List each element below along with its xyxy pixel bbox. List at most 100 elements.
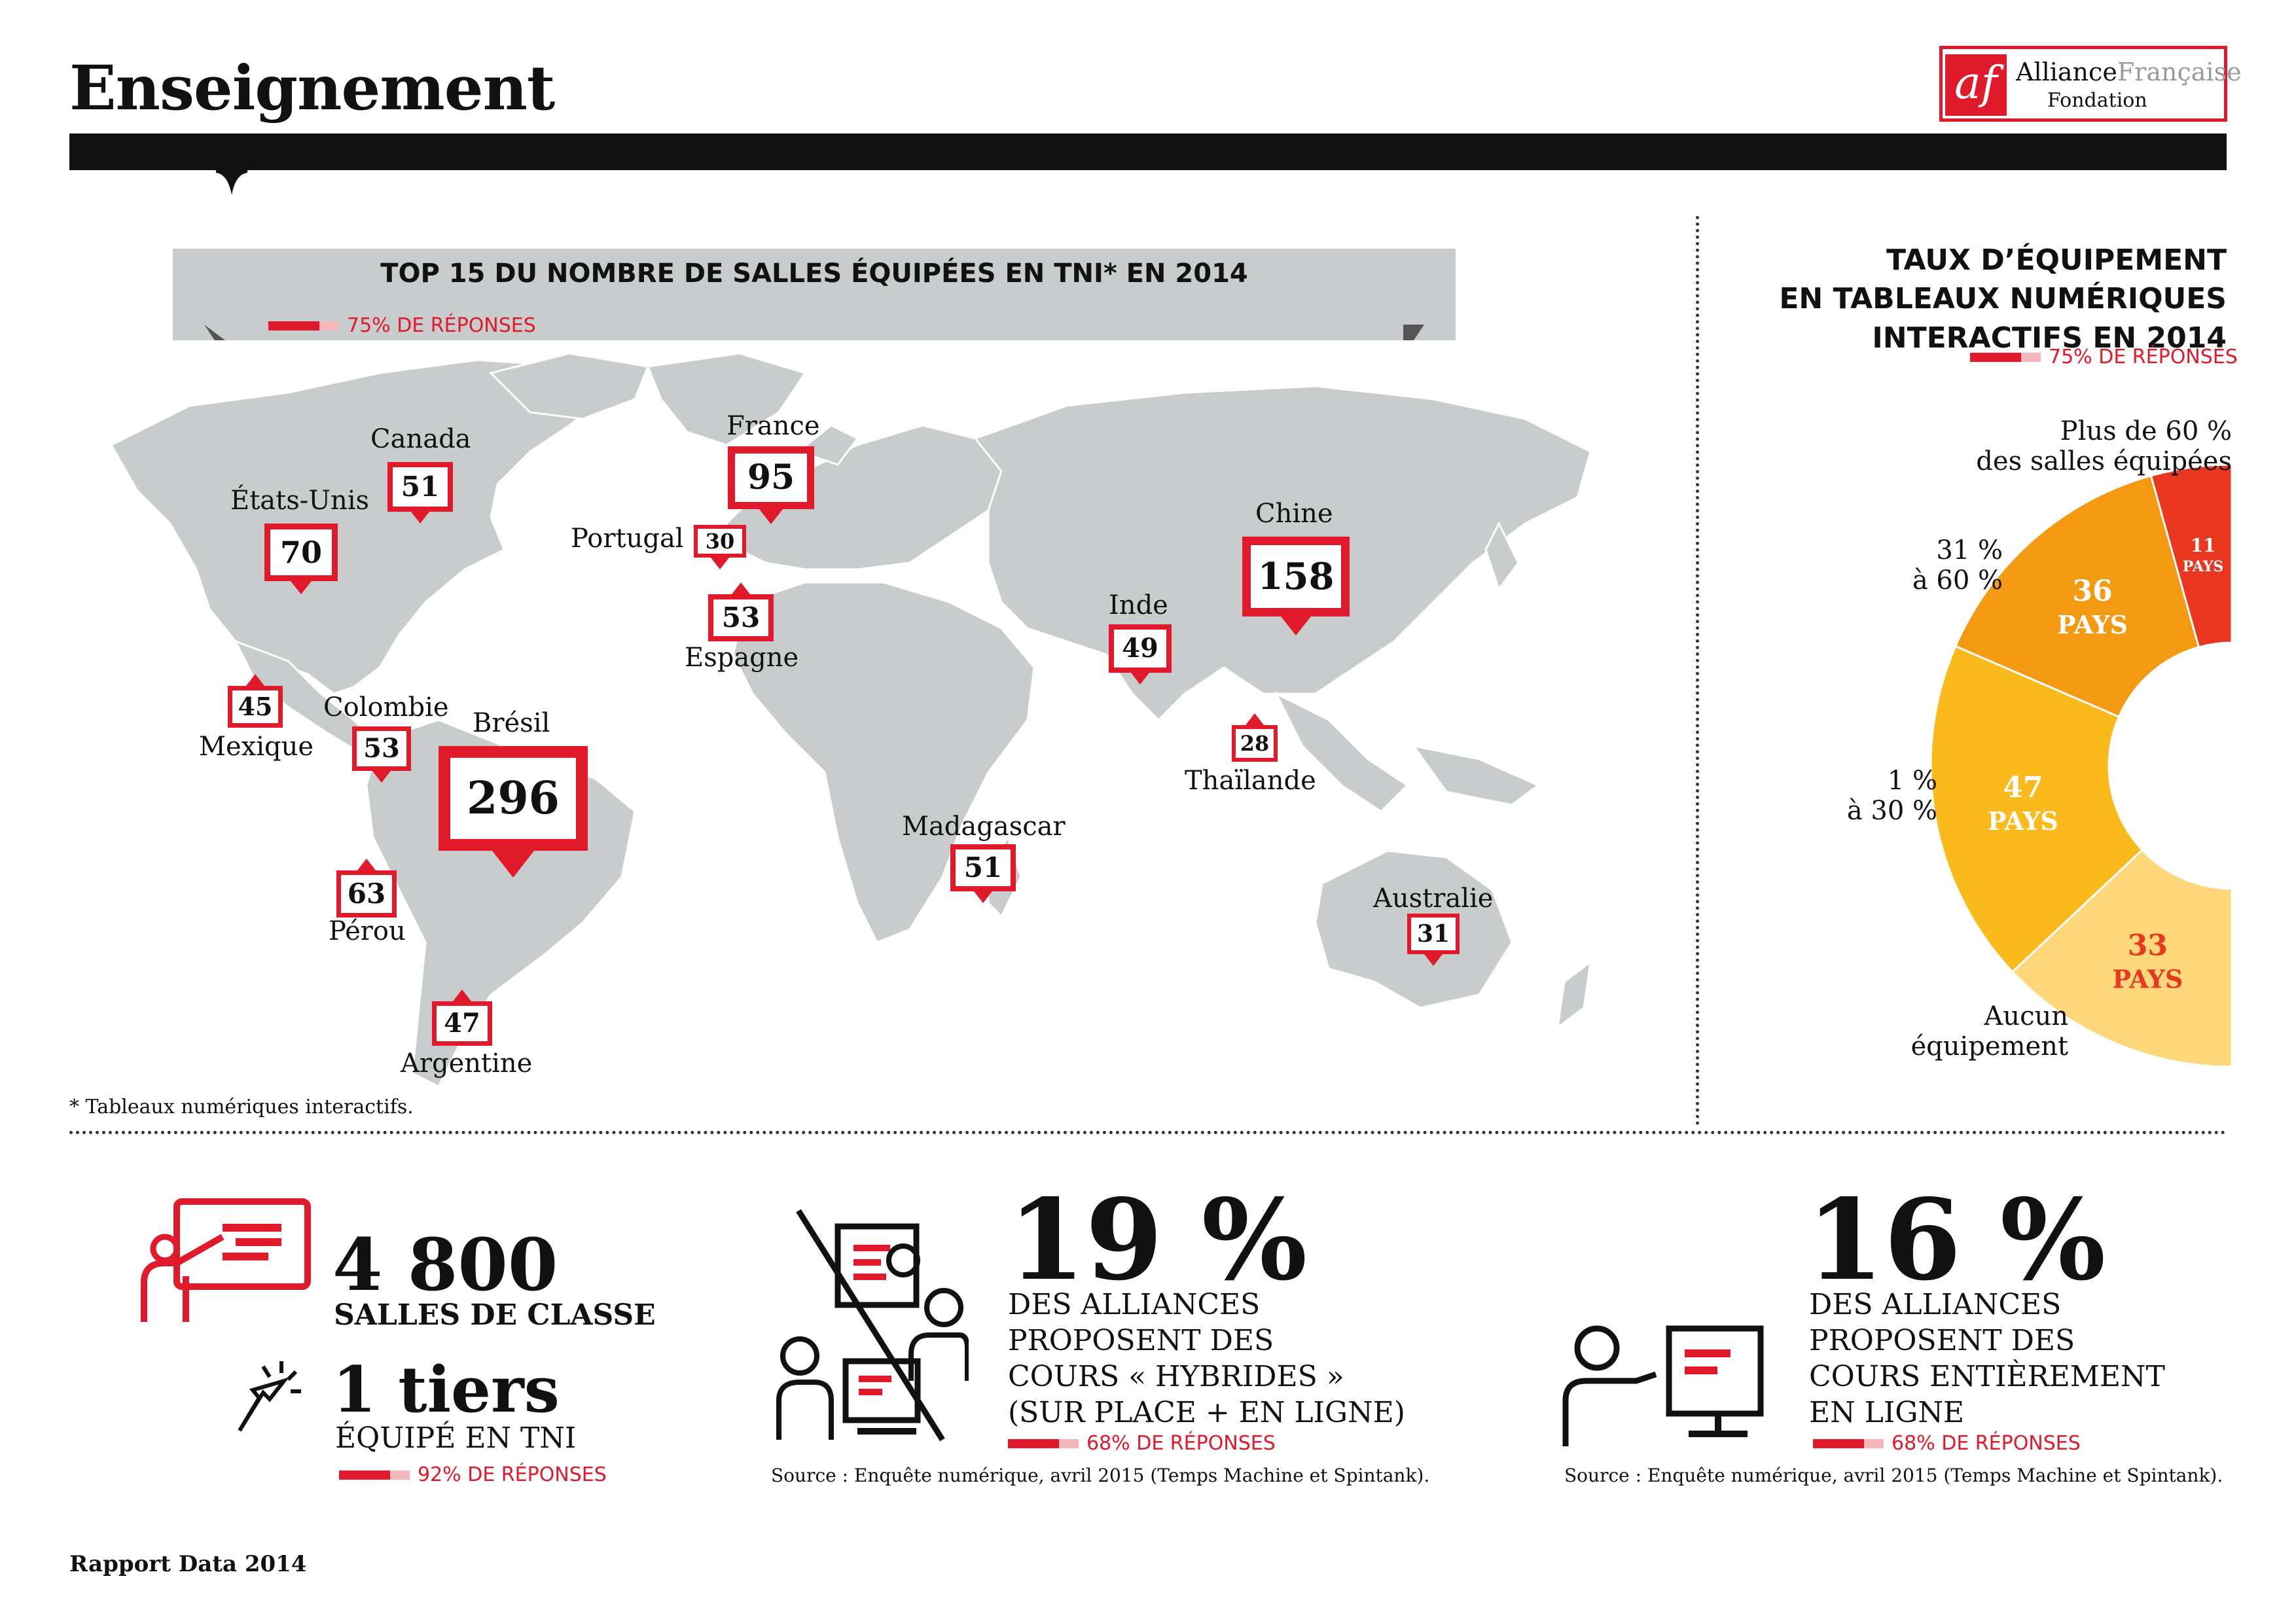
classrooms-label: SALLES DE CLASSE xyxy=(334,1298,656,1332)
segment-label-plus-60-line-1: Plus de 60 % xyxy=(2060,416,2232,446)
country-label-inde: Inde xyxy=(1109,590,1168,620)
country-label-chine: Chine xyxy=(1255,499,1333,529)
africa-shape xyxy=(732,581,1035,944)
marker-pointer-icon xyxy=(711,558,729,569)
segment-label-31-60: 31 % à 60 % xyxy=(1885,535,2003,596)
donut-unit-3: PAYS xyxy=(2112,964,2183,993)
alliance-francaise-logo: af AllianceFrançaise Fondation xyxy=(1939,46,2242,122)
marker-pointer-icon xyxy=(453,989,471,1001)
marker-value-portugal: 30 xyxy=(705,529,735,554)
donut-value-2: 47 xyxy=(2003,771,2043,804)
responses-bar xyxy=(268,321,339,330)
country-label-mexique: Mexique xyxy=(199,732,314,762)
hybrid-responses: 68% DE RÉPONSES xyxy=(1008,1432,1276,1455)
segment-label-1-30-line-1: 1 % xyxy=(1887,766,1937,796)
marker-value-australie: 31 xyxy=(1416,920,1450,948)
hybrid-course-icon xyxy=(776,1209,969,1442)
marker-pointer-icon xyxy=(1281,616,1311,635)
segment-label-31-60-line-2: à 60 % xyxy=(1912,565,2003,596)
segment-label-aucun-line-2: équipement xyxy=(1910,1031,2068,1061)
marker-colombie: 53 xyxy=(352,726,411,783)
country-label-portugal: Portugal xyxy=(571,524,684,554)
online-source: Source : Enquête numérique, avril 2015 (… xyxy=(1564,1465,2223,1486)
map-responses: 75% DE RÉPONSES xyxy=(268,314,536,337)
country-label-perou: Pérou xyxy=(329,916,406,946)
marker-perou: 63 xyxy=(336,858,397,918)
page-title: Enseignement xyxy=(69,52,555,124)
donut-title-line-2: EN TABLEAUX NUMÉRIQUES xyxy=(1779,282,2227,316)
online-line-3: COURS ENTIÈREMENT xyxy=(1809,1360,2165,1393)
header-notch-icon xyxy=(216,169,247,195)
marker-canada: 51 xyxy=(387,462,453,524)
country-label-canada: Canada xyxy=(370,424,471,454)
marker-australie: 31 xyxy=(1407,914,1460,966)
online-value: 16 % xyxy=(1806,1175,2106,1306)
country-label-argentine: Argentine xyxy=(401,1048,533,1079)
marker-pointer-icon xyxy=(372,771,391,783)
responses-bar xyxy=(339,1470,410,1480)
donut-responses: 75% DE RÉPONSES xyxy=(1970,346,2238,368)
country-label-france: France xyxy=(726,411,820,441)
marker-madagascar: 51 xyxy=(950,844,1016,903)
online-responses: 68% DE RÉPONSES xyxy=(1813,1432,2081,1455)
equipped-responses-label: 92% DE RÉPONSES xyxy=(418,1463,607,1486)
donut-title-line-3: INTERACTIFS EN 2014 xyxy=(1872,321,2227,355)
horizontal-separator xyxy=(69,1131,2227,1134)
segment-label-31-60-line-1: 31 % xyxy=(1936,535,2003,565)
marker-value-canada: 51 xyxy=(401,471,440,503)
map-title-banner xyxy=(173,249,1456,340)
marker-pointer-icon xyxy=(291,581,312,594)
hybrid-line-2: PROPOSENT DES xyxy=(1008,1324,1274,1357)
marker-pointer-icon xyxy=(732,582,750,594)
header-bar xyxy=(69,134,2227,170)
donut-unit-0: PAYS xyxy=(2183,558,2224,575)
marker-chine: 158 xyxy=(1242,537,1350,635)
country-label-australie: Australie xyxy=(1373,883,1494,914)
marker-value-france: 95 xyxy=(747,457,795,497)
segment-label-plus-60: Plus de 60 % des salles équipées xyxy=(1957,416,2232,476)
online-text: DES ALLIANCES PROPOSENT DES COURS ENTIÈR… xyxy=(1809,1287,2165,1431)
report-footer: Rapport Data 2014 xyxy=(69,1551,307,1577)
marker-value-madagascar: 51 xyxy=(963,851,1003,883)
hybrid-line-4: (SUR PLACE + EN LIGNE) xyxy=(1008,1396,1405,1429)
segment-label-aucun-line-1: Aucun xyxy=(1984,1001,2068,1031)
marker-value-argentine: 47 xyxy=(444,1008,480,1039)
classrooms-value: 4 800 xyxy=(332,1222,558,1307)
marker-value-chine: 158 xyxy=(1257,555,1335,598)
logo-name-2: Française xyxy=(2117,58,2242,86)
greenland-shape xyxy=(646,353,807,446)
marker-inde: 49 xyxy=(1109,624,1172,685)
map-footnote: * Tableaux numériques interactifs. xyxy=(69,1096,414,1118)
vertical-separator xyxy=(1696,216,1699,1126)
responses-bar xyxy=(1813,1438,1884,1448)
donut-unit-2: PAYS xyxy=(1988,806,2058,836)
north-america-shape xyxy=(109,359,611,695)
donut-segment-3 xyxy=(2011,848,2232,1068)
hybrid-line-3: COURS « HYBRIDES » xyxy=(1008,1360,1344,1393)
donut-title: TAUX D’ÉQUIPEMENT EN TABLEAUX NUMÉRIQUES… xyxy=(1715,241,2227,357)
country-label-espagne: Espagne xyxy=(685,643,799,673)
marker-pointer-icon xyxy=(492,851,534,878)
marker-value-espagne: 53 xyxy=(721,601,761,633)
marker-pointer-icon xyxy=(246,673,264,686)
logo-name-1: Alliance xyxy=(2016,58,2117,86)
marker-value-thailande: 28 xyxy=(1240,731,1270,756)
marker-value-perou: 63 xyxy=(347,878,386,910)
hybrid-line-1: DES ALLIANCES xyxy=(1008,1288,1261,1321)
marker-value-inde: 49 xyxy=(1122,633,1158,664)
marker-pointer-icon xyxy=(411,512,429,524)
hybrid-value: 19 % xyxy=(1008,1175,1308,1306)
marker-value-mexique: 45 xyxy=(238,692,273,721)
world-map xyxy=(109,353,1592,1088)
marker-pointer-icon xyxy=(759,509,783,524)
marker-pointer-icon xyxy=(1424,954,1443,966)
marker-pointer-icon xyxy=(357,858,376,870)
online-line-1: DES ALLIANCES xyxy=(1809,1288,2062,1321)
equipped-label: ÉQUIPÉ EN TNI xyxy=(335,1421,577,1455)
hybrid-responses-label: 68% DE RÉPONSES xyxy=(1086,1432,1276,1455)
equipped-value: 1 tiers xyxy=(332,1353,560,1427)
donut-unit-1: PAYS xyxy=(2057,610,2128,639)
marker-portugal: 30 xyxy=(694,525,746,569)
segment-label-plus-60-line-2: des salles équipées xyxy=(1976,446,2232,476)
